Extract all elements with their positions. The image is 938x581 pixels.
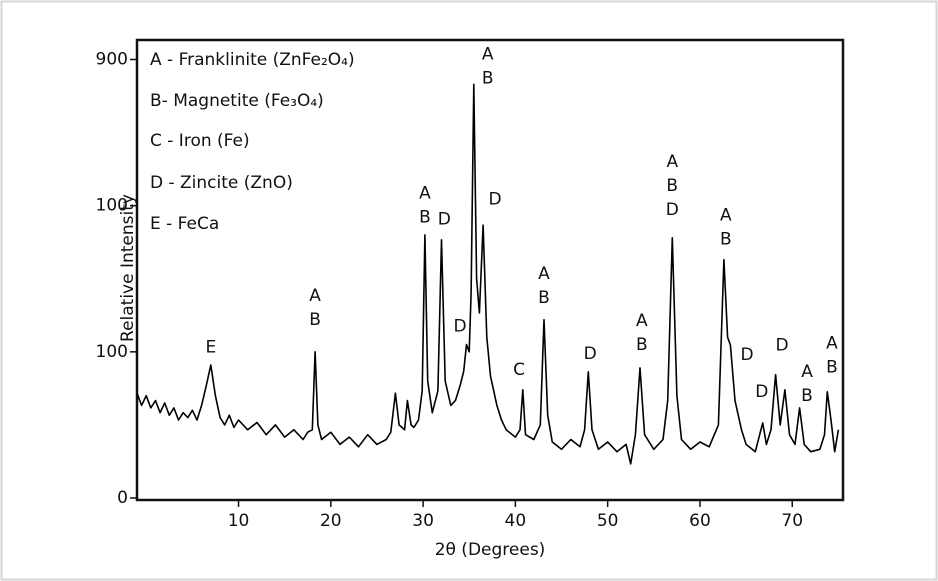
peak-label: C — [513, 360, 525, 380]
key-entry: B- Magnetite (Fe₃O₄) — [150, 91, 324, 111]
peak-label: D — [438, 210, 451, 230]
key-entry: A - Franklinite (ZnFe₂O₄) — [150, 50, 355, 70]
y-tick-label: 100 — [96, 342, 128, 362]
x-tick-label: 30 — [412, 511, 434, 531]
peak-label: D — [776, 336, 789, 356]
peak-label: D — [489, 190, 502, 210]
peak-label: A — [826, 334, 838, 354]
y-tick-label: 0 — [117, 488, 128, 508]
peak-label: D — [584, 344, 597, 364]
x-tick-label: 60 — [689, 511, 711, 531]
x-tick-label: 10 — [228, 511, 250, 531]
peak-label: B — [419, 208, 431, 228]
peak-label: D — [755, 382, 768, 402]
peak-label: A — [666, 152, 678, 172]
peak-label: D — [453, 317, 466, 337]
x-tick-label: 20 — [320, 511, 342, 531]
y-tick-label: 900 — [96, 49, 128, 69]
peak-label: A — [636, 311, 648, 331]
peak-label: A — [801, 362, 813, 382]
peak-label: E — [205, 338, 216, 358]
peak-label: B — [309, 310, 321, 330]
peak-label: B — [482, 69, 494, 89]
peak-label: A — [720, 206, 732, 226]
x-tick-label: 50 — [597, 511, 619, 531]
y-axis-label: Relative Intensity — [118, 194, 138, 342]
peak-label: A — [482, 45, 494, 65]
peak-label: B — [826, 358, 838, 378]
peak-label: D — [666, 200, 679, 220]
plot-area — [135, 38, 845, 502]
key-entry: E - FeCa — [150, 214, 219, 234]
spectrum-line — [136, 83, 840, 465]
x-tick-label: 70 — [781, 511, 803, 531]
peak-label: A — [309, 286, 321, 306]
peak-label: A — [419, 184, 431, 204]
key-entry: C - Iron (Fe) — [150, 131, 250, 151]
peak-label: B — [538, 288, 550, 308]
key-entry: D - Zincite (ZnO) — [150, 173, 293, 193]
peak-label: B — [801, 386, 813, 406]
peak-label: B — [636, 335, 648, 355]
peak-label: B — [720, 230, 732, 250]
y-tick-label: 100 — [96, 196, 128, 216]
x-tick-label: 40 — [505, 511, 527, 531]
x-axis-label: 2θ (Degrees) — [435, 540, 546, 560]
peak-label: B — [666, 176, 678, 196]
peak-label: D — [740, 345, 753, 365]
peak-label: A — [538, 264, 550, 284]
